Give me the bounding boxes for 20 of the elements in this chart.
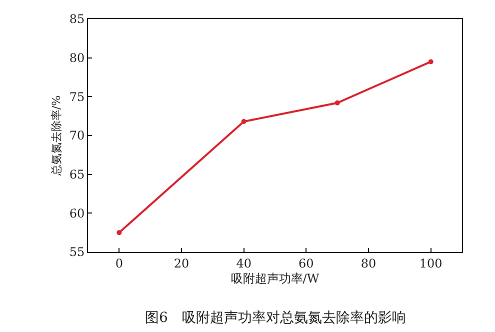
x-tick-label: 80 [360, 256, 376, 270]
y-tick-label: 55 [69, 245, 85, 260]
y-tick-label: 85 [69, 12, 85, 26]
caption: 图6 吸附超声功率对总氨氮去除率的影响 [145, 310, 406, 326]
y-tick-label: 65 [69, 168, 85, 182]
x-tick-label: 100 [419, 256, 442, 270]
x-axis-title: 吸附超声功率/W [230, 271, 320, 286]
point [116, 230, 122, 236]
point [428, 59, 434, 64]
x-tick-label: 20 [174, 256, 190, 270]
y-tick-label: 80 [69, 51, 85, 66]
y-tick-label: 60 [69, 206, 85, 220]
point [241, 119, 246, 124]
y-tick-label: 70 [69, 128, 85, 143]
y-axis-title: 总氨氮去除率/% [50, 95, 63, 177]
point [334, 100, 340, 106]
x-tick-label: 60 [298, 256, 314, 270]
y-tick-label: 75 [69, 90, 85, 104]
x-tick-label: 40 [236, 256, 252, 270]
x-tick-label: 0 [115, 256, 123, 270]
